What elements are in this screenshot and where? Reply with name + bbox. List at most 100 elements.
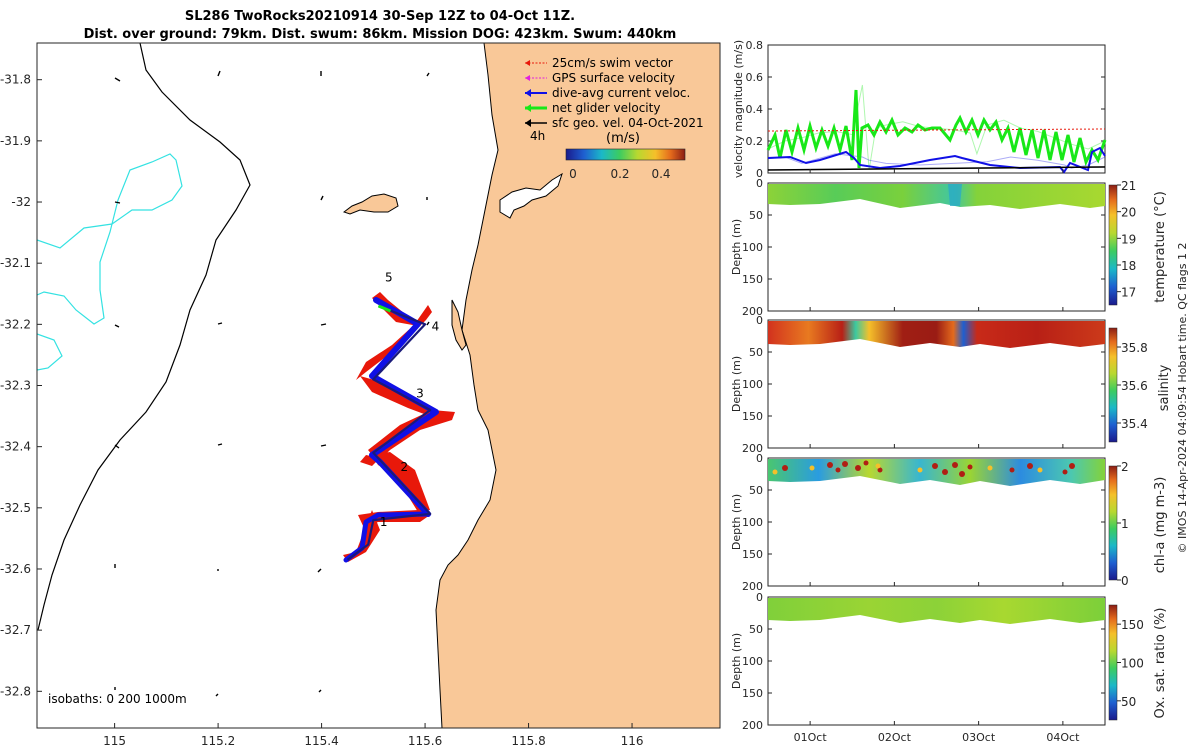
velocity-axes (767, 44, 1106, 174)
section-axis-ticks: 050100150200171819202105010015020035.435… (742, 169, 1148, 744)
colorbar-unit-label: (m/s) (606, 131, 640, 146)
day-marker: 2 (401, 460, 409, 474)
temperature-panel (767, 182, 1118, 312)
map-title-line-2: Dist. over ground: 79km. Dist. swum: 86k… (83, 27, 677, 42)
colorbar-tick-label: 35.6 (1121, 379, 1148, 393)
chla-mid-spots (772, 463, 1043, 475)
lon-tick-label: 115.8 (511, 734, 545, 748)
day-marker: 4 (432, 319, 440, 333)
oxygen-panel (767, 596, 1118, 726)
chla-section (768, 459, 1105, 486)
isobath-1000m (37, 43, 251, 631)
depth-tick-label: 100 (742, 378, 763, 391)
velocity-tick-label: 0 (756, 167, 763, 180)
legend-item-net-glider-velocity: net glider velocity (525, 101, 660, 115)
chla-high-spots (782, 460, 1075, 477)
depth-tick-label: 50 (749, 484, 763, 497)
net-velocity-oscillation (766, 89, 1107, 169)
isobath-200m-lower (37, 333, 63, 371)
date-tick-label: 02Oct (878, 731, 912, 744)
depth-tick-label: 50 (749, 623, 763, 636)
speed-colorbar-tick: 0 (569, 167, 577, 181)
svg-text:net glider velocity: net glider velocity (552, 101, 660, 115)
colorbar-tick-label: 1 (1121, 517, 1129, 531)
temperature-colorbar (1108, 184, 1118, 306)
lat-tick-label: -32.1 (0, 256, 31, 270)
depth-tick-label: 50 (749, 209, 763, 222)
temperature-ylabel: Depth (m) (730, 219, 743, 275)
day-marker: 3 (416, 387, 424, 401)
velocity-y-ticks: 0 0.2 0.4 0.6 0.8 (746, 39, 1105, 180)
colorbar-tick-label: 35.8 (1121, 341, 1148, 355)
chla-ylabel: Depth (m) (730, 494, 743, 550)
glider-track (346, 304, 432, 561)
section-labels: Depth (m) Depth (m) Depth (m) Depth (m) … (730, 191, 1172, 718)
depth-tick-label: 200 (742, 305, 763, 318)
lon-tick-label: 115.2 (201, 734, 235, 748)
lat-tick-label: -32.8 (0, 684, 31, 698)
day-marker: 5 (385, 271, 393, 285)
depth-tick-label: 100 (742, 241, 763, 254)
sfc-geo-velocity-arrows (114, 70, 430, 697)
lat-tick-label: -32.6 (0, 562, 31, 576)
depth-tick-label: 0 (756, 314, 763, 327)
depth-tick-label: 0 (756, 591, 763, 604)
colorbar-tick-label: 18 (1121, 259, 1136, 273)
legend-item-gps-velocity: GPS surface velocity (525, 71, 675, 85)
map-panel: 1 2 3 4 5 isobaths: 0 200 1000m 25cm/s swim … (0, 42, 721, 748)
map-legend: 25cm/s swim vector GPS surface velocity … (525, 56, 704, 181)
depth-tick-label: 200 (742, 580, 763, 593)
rottnest-island (342, 193, 399, 215)
copyright-text: © IMOS 14-Apr-2024 04:09:54 Hobart time.… (1176, 243, 1189, 554)
lat-tick-label: -32.5 (0, 501, 31, 515)
date-tick-label: 04Oct (1046, 731, 1080, 744)
map-title-line-1: SL286 TwoRocks20210914 30-Sep 12Z to 04-… (184, 9, 576, 24)
day-markers: 1 2 3 4 5 (380, 271, 439, 530)
depth-tick-label: 100 (742, 516, 763, 529)
lat-tick-label: -32.2 (0, 317, 31, 331)
svg-text:GPS surface velocity: GPS surface velocity (552, 71, 675, 85)
depth-tick-label: 200 (742, 719, 763, 732)
lat-tick-label: -32.7 (0, 623, 31, 637)
oxygen-ylabel: Depth (m) (730, 633, 743, 689)
salinity-ylabel: Depth (m) (730, 356, 743, 412)
speed-colorbar (565, 148, 686, 161)
velocity-tick-label: 0.6 (746, 71, 764, 84)
colorbar-tick-label: 21 (1121, 179, 1136, 193)
lat-tick-label: -31.8 (0, 73, 31, 87)
isobath-200m (37, 153, 183, 325)
time-step-label: 4h (530, 129, 545, 143)
legend-item-dive-avg-current: dive-avg current veloc. (525, 86, 690, 100)
sfc-geo-line (767, 166, 1106, 171)
lon-tick-label: 115.6 (408, 734, 442, 748)
depth-tick-label: 50 (749, 346, 763, 359)
map-longitude-ticks: 115 115.2 115.4 115.6 115.8 116 (103, 723, 643, 748)
salinity-colorbar (1108, 327, 1118, 443)
velocity-ylabel: velocity magnitude (m/s) (732, 40, 745, 178)
depth-tick-label: 150 (742, 273, 763, 286)
velocity-panel: 0 0.2 0.4 0.6 0.8 velocity magnitude (m/s) (732, 39, 1107, 180)
depth-tick-label: 150 (742, 687, 763, 700)
legend-item-sfc-geo-velocity: sfc geo. vel. 04-Oct-2021 (525, 116, 704, 130)
depth-tick-label: 200 (742, 442, 763, 455)
lon-tick-label: 116 (621, 734, 644, 748)
legend-item-swim-vector: 25cm/s swim vector (525, 56, 673, 70)
oxygen-section (768, 598, 1105, 624)
depth-tick-label: 0 (756, 177, 763, 190)
red-reference-line (767, 128, 1106, 132)
svg-text:dive-avg current veloc.: dive-avg current veloc. (552, 86, 690, 100)
lat-tick-label: -32.3 (0, 379, 31, 393)
colorbar-tick-label: 19 (1121, 232, 1136, 246)
colorbar-tick-label: 0 (1121, 574, 1129, 588)
colorbar-tick-label: 2 (1121, 460, 1129, 474)
lon-tick-label: 115.4 (304, 734, 338, 748)
lat-tick-label: -32.4 (0, 440, 31, 454)
isobaths-label: isobaths: 0 200 1000m (48, 692, 187, 706)
depth-tick-label: 0 (756, 452, 763, 465)
oxygen-colorbar-label: Ox. sat. ratio (%) (1153, 608, 1168, 719)
salinity-colorbar-label: salinity (1157, 364, 1172, 411)
temperature-colorbar-label: temperature (°C) (1153, 191, 1168, 303)
colorbar-tick-label: 100 (1121, 657, 1144, 671)
temperature-cool-patch (948, 184, 962, 206)
